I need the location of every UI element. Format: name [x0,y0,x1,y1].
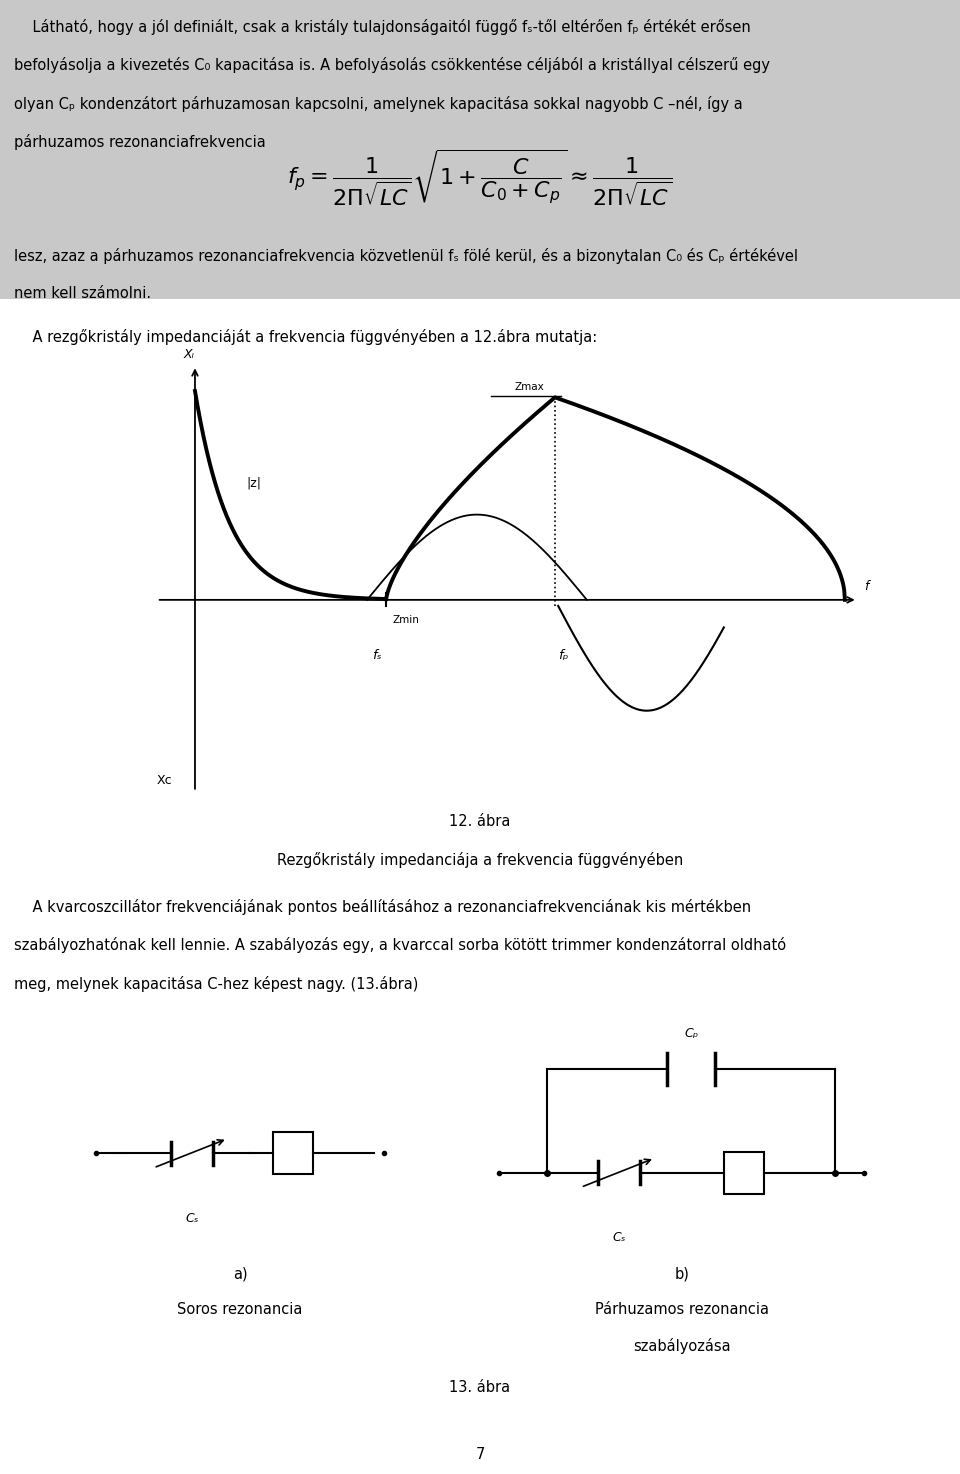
Text: olyan Cₚ kondenzátort párhuzamosan kapcsolni, amelynek kapacitása sokkal nagyobb: olyan Cₚ kondenzátort párhuzamosan kapcs… [14,96,743,112]
Text: Cₛ: Cₛ [612,1231,626,1244]
Text: 12. ábra: 12. ábra [449,814,511,828]
Bar [724,1151,764,1194]
Text: f: f [864,581,869,594]
Text: Xᴄ: Xᴄ [156,774,173,787]
Text: 7: 7 [475,1447,485,1462]
Text: Xₗ: Xₗ [183,348,194,361]
Text: fₛ: fₛ [372,649,381,662]
Text: Rezgőkristály impedanciája a frekvencia függvényében: Rezgőkristály impedanciája a frekvencia … [276,852,684,868]
Text: meg, melynek kapacitása C-hez képest nagy. (13.ábra): meg, melynek kapacitása C-hez képest nag… [14,976,419,992]
Text: b): b) [674,1266,689,1282]
Text: nem kell számolni.: nem kell számolni. [14,286,152,301]
Text: 13. ábra: 13. ábra [449,1380,511,1394]
Text: párhuzamos rezonanciafrekvencia: párhuzamos rezonanciafrekvencia [14,134,266,150]
Text: befolyásolja a kivezetés C₀ kapacitása is. A befolyásolás csökkentése céljából a: befolyásolja a kivezetés C₀ kapacitása i… [14,57,770,74]
Bar [273,1132,313,1175]
Text: Zmin: Zmin [393,615,420,625]
Text: A rezgőkristály impedanciáját a frekvencia függvényében a 12.ábra mutatja:: A rezgőkristály impedanciáját a frekvenc… [14,329,598,345]
Text: Cₚ: Cₚ [684,1027,698,1039]
Text: |z|: |z| [246,476,261,489]
Text: Zmax: Zmax [515,382,544,392]
Text: $f_p = \dfrac{1}{2\Pi\sqrt{LC}} \sqrt{1+\dfrac{C}{C_0+C_p}} \approx \dfrac{1}{2\: $f_p = \dfrac{1}{2\Pi\sqrt{LC}} \sqrt{1+… [287,147,673,208]
Text: szabályozása: szabályozása [633,1338,731,1355]
Text: Párhuzamos rezonancia: Párhuzamos rezonancia [594,1303,769,1318]
Text: fₚ: fₚ [558,649,568,662]
Text: Soros rezonancia: Soros rezonancia [178,1303,302,1318]
Text: a): a) [232,1266,248,1282]
Text: szabályozhatónak kell lennie. A szabályozás egy, a kvarccal sorba kötött trimmer: szabályozhatónak kell lennie. A szabályo… [14,937,786,954]
Text: A kvarcoszcillátor frekvenciájának pontos beállításához a rezonanciafrekvenciána: A kvarcoszcillátor frekvenciájának ponto… [14,899,752,915]
Text: lesz, azaz a párhuzamos rezonanciafrekvencia közvetlenül fₛ fölé kerül, és a biz: lesz, azaz a párhuzamos rezonanciafrekve… [14,248,799,264]
Text: Cₛ: Cₛ [185,1212,199,1225]
Text: Látható, hogy a jól definiált, csak a kristály tulajdonságaitól függő fₛ-től elt: Látható, hogy a jól definiált, csak a kr… [14,19,751,35]
